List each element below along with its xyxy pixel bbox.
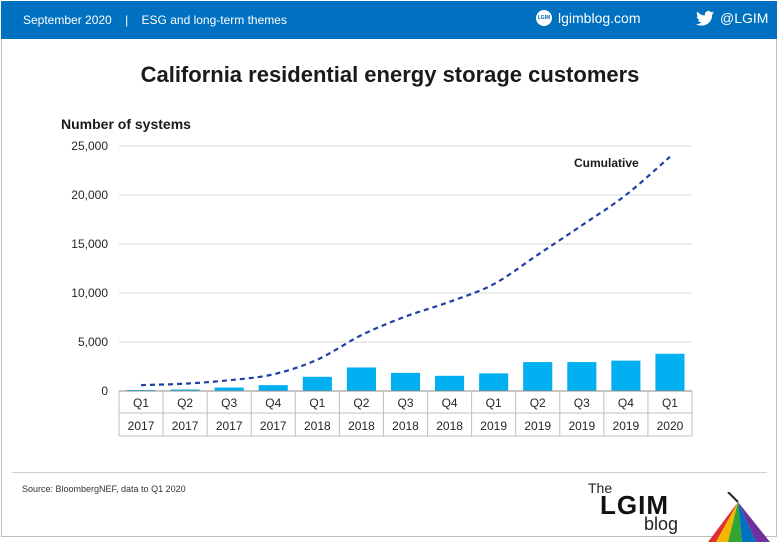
header-date: September 2020 — [23, 13, 112, 27]
lgim-blog-logo: The LGIM blog — [588, 478, 778, 542]
x-tick-label-year: 2019 — [568, 419, 595, 433]
cumulative-line — [141, 155, 671, 387]
y-tick-label: 15,000 — [71, 237, 108, 251]
source-note: Source: BloombergNEF, data to Q1 2020 — [22, 484, 186, 494]
x-tick-label-year: 2017 — [172, 419, 199, 433]
chart-title: California residential energy storage cu… — [140, 62, 640, 87]
x-tick-label-quarter: Q3 — [574, 396, 590, 410]
bar — [302, 376, 332, 391]
y-tick-label: 0 — [101, 384, 108, 398]
y-tick-label: 10,000 — [71, 286, 108, 300]
twitter-link[interactable]: @LGIM — [696, 10, 768, 26]
x-tick-label-quarter: Q1 — [662, 396, 678, 410]
twitter-icon — [696, 10, 714, 26]
header-bar: September 2020 | ESG and long-term theme… — [1, 1, 777, 39]
site-link[interactable]: LGIM lgimblog.com — [536, 10, 640, 26]
x-tick-label-year: 2017 — [216, 419, 243, 433]
umbrella-icon — [708, 492, 770, 542]
x-tick-label-year: 2019 — [613, 419, 640, 433]
x-tick-label-quarter: Q2 — [353, 396, 369, 410]
header-breadcrumb: September 2020 | ESG and long-term theme… — [23, 13, 287, 27]
footer-divider — [12, 472, 767, 473]
bar — [611, 360, 641, 391]
twitter-handle: @LGIM — [720, 10, 769, 26]
y-tick-label: 25,000 — [71, 139, 108, 153]
bar — [258, 385, 288, 391]
x-tick-label-quarter: Q3 — [397, 396, 413, 410]
x-tick-label-quarter: Q4 — [442, 396, 458, 410]
x-tick-label-year: 2017 — [128, 419, 155, 433]
y-tick-label: 20,000 — [71, 188, 108, 202]
x-tick-label-quarter: Q3 — [221, 396, 237, 410]
x-tick-label-quarter: Q2 — [177, 396, 193, 410]
site-link-label: lgimblog.com — [558, 10, 641, 26]
x-tick-label-year: 2019 — [524, 419, 551, 433]
chart-area: 0 5,000 10,000 15,000 20,000 25,000 Q1 2017 Q2 20… — [71, 139, 693, 437]
bar — [479, 373, 509, 391]
y-tick-label: 5,000 — [78, 335, 108, 349]
x-tick-label-quarter: Q2 — [530, 396, 546, 410]
bar — [346, 367, 376, 391]
bar — [390, 372, 421, 391]
bar — [214, 387, 244, 391]
x-tick-label-year: 2018 — [392, 419, 419, 433]
x-tick-label-year: 2019 — [480, 419, 507, 433]
series-label-cumulative: Cumulative — [574, 156, 639, 170]
x-tick-label-year: 2018 — [436, 419, 463, 433]
y-axis-title: Number of systems — [61, 116, 191, 132]
x-tick-label-year: 2017 — [260, 419, 287, 433]
x-tick-label-quarter: Q1 — [133, 396, 149, 410]
logo-the: The — [588, 480, 613, 496]
logo-lgim: LGIM — [600, 490, 669, 520]
lgim-logo-icon: LGIM — [536, 10, 552, 26]
bar — [435, 375, 465, 391]
logo-blog: blog — [644, 514, 679, 534]
x-tick-label-quarter: Q4 — [265, 396, 281, 410]
x-tick-label-quarter: Q4 — [618, 396, 634, 410]
x-tick-label-year: 2018 — [304, 419, 331, 433]
x-tick-label-quarter: Q1 — [486, 396, 502, 410]
x-tick-label-year: 2018 — [348, 419, 375, 433]
bar — [523, 362, 553, 391]
header-separator: | — [125, 13, 129, 27]
header-section: ESG and long-term themes — [141, 13, 287, 27]
bar — [170, 389, 200, 391]
x-tick-label-year: 2020 — [657, 419, 684, 433]
x-tick-label-quarter: Q1 — [309, 396, 325, 410]
bar — [655, 353, 685, 391]
bar — [567, 362, 597, 391]
